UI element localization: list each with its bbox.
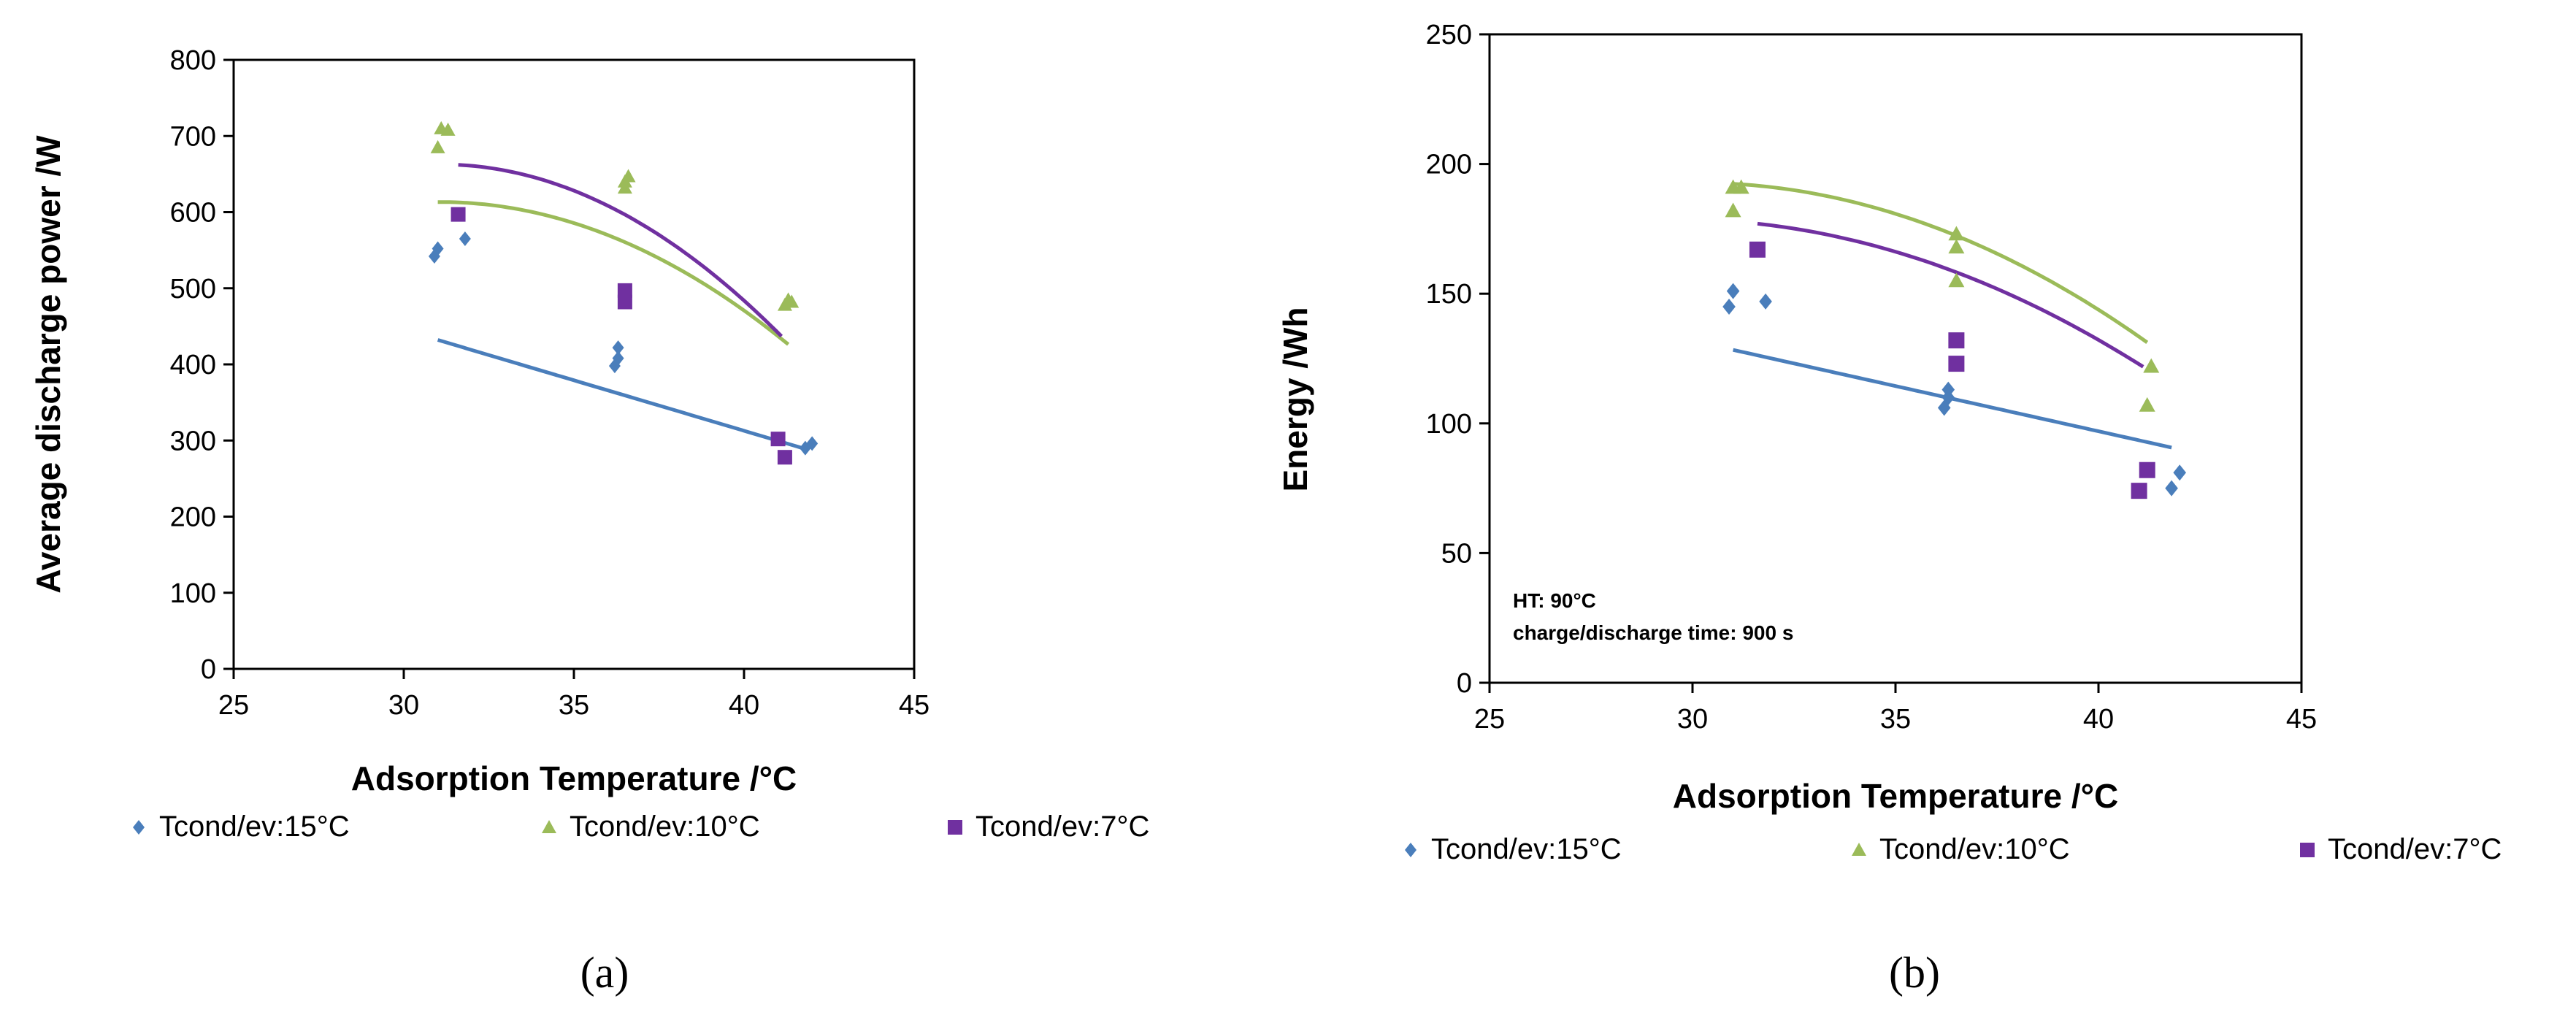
y-tick-label: 500	[170, 274, 216, 304]
plot-area	[232, 58, 916, 670]
chart-panel-b: 0 50 100 150 200 250 25 30 35 40 45 HT: 90°C charg…	[1276, 20, 2502, 997]
point-tcond-ev-15-c	[806, 436, 819, 451]
x-tick-label: 35	[1880, 704, 1911, 735]
y-tick-label: 0	[1457, 668, 1472, 699]
x-axis-ticks: 25 30 35 40 45	[218, 669, 929, 721]
point-tcond-ev-15-c	[2173, 464, 2186, 481]
trendline-tcond-ev-10-c	[1733, 182, 2149, 344]
point-tcond-ev-15-c	[1759, 293, 1772, 310]
legend-label: Tcond/ev:7°C	[975, 811, 1149, 843]
y-tick-label: 50	[1441, 538, 1472, 569]
trendline-tcond-ev-10-c	[437, 200, 790, 346]
point-tcond-ev-10-c	[1725, 202, 1741, 218]
data-points	[1722, 179, 2186, 499]
legend-marker	[133, 820, 145, 835]
annotation-line: charge/discharge time: 900 s	[1513, 621, 1793, 644]
y-axis-ticks: 0 100 200 300 400 500 600 700 800	[170, 45, 234, 685]
point-tcond-ev-7-c	[2139, 461, 2155, 478]
x-tick-label: 35	[559, 690, 589, 721]
point-tcond-ev-7-c	[1749, 241, 1766, 258]
trendline-tcond-ev-7-c	[458, 163, 783, 338]
y-axis-title: Energy /Wh	[1276, 307, 1314, 491]
point-tcond-ev-15-c	[1726, 283, 1740, 299]
legend-label: Tcond/ev:15°C	[159, 811, 350, 843]
point-tcond-ev-7-c	[451, 207, 466, 222]
legend-marker	[948, 820, 962, 835]
x-tick-label: 45	[899, 690, 929, 721]
y-tick-label: 400	[170, 350, 216, 380]
plot-area	[1488, 33, 2303, 684]
y-axis-title: Average discharge power /W	[29, 135, 67, 594]
panel-caption: (a)	[580, 949, 629, 997]
point-tcond-ev-10-c	[1948, 239, 1965, 254]
x-axis-ticks: 25 30 35 40 45	[1474, 683, 2317, 735]
legend: Tcond/ev:15°C Tcond/ev:10°C Tcond/ev:7°C	[133, 811, 1149, 843]
legend-label: Tcond/ev:10°C	[570, 811, 760, 843]
point-tcond-ev-7-c	[617, 294, 632, 310]
point-tcond-ev-15-c	[612, 340, 624, 356]
point-tcond-ev-7-c	[2131, 483, 2147, 499]
point-tcond-ev-10-c	[430, 139, 445, 153]
x-tick-label: 25	[1474, 704, 1505, 735]
point-tcond-ev-15-c	[459, 231, 471, 246]
point-tcond-ev-10-c	[2139, 397, 2155, 412]
x-tick-label: 45	[2286, 704, 2317, 735]
point-tcond-ev-15-c	[612, 351, 624, 366]
annotation-line: HT: 90°C	[1513, 589, 1596, 612]
legend-label: Tcond/ev:7°C	[2328, 833, 2502, 865]
legend-marker	[1852, 843, 1866, 856]
y-tick-label: 100	[1426, 409, 1472, 440]
panel-caption: (b)	[1889, 949, 1940, 997]
y-axis-ticks: 0 50 100 150 200 250	[1426, 20, 1490, 699]
legend-marker	[542, 820, 556, 833]
point-tcond-ev-10-c	[784, 294, 800, 308]
trendline-tcond-ev-7-c	[1757, 221, 2144, 369]
y-tick-label: 100	[170, 578, 216, 609]
y-tick-label: 300	[170, 426, 216, 456]
x-tick-label: 40	[2083, 704, 2114, 735]
legend-marker	[2300, 843, 2315, 857]
y-tick-label: 800	[170, 45, 216, 76]
point-tcond-ev-7-c	[777, 450, 792, 465]
point-tcond-ev-15-c	[432, 241, 444, 256]
x-tick-label: 30	[1677, 704, 1708, 735]
point-tcond-ev-10-c	[1948, 226, 1965, 241]
point-tcond-ev-10-c	[440, 122, 456, 136]
y-tick-label: 250	[1426, 20, 1472, 50]
y-tick-label: 0	[201, 654, 216, 685]
point-tcond-ev-7-c	[1948, 356, 1965, 372]
y-tick-label: 700	[170, 121, 216, 152]
point-tcond-ev-7-c	[1948, 332, 1965, 349]
legend-marker	[1405, 843, 1417, 857]
x-tick-label: 25	[218, 690, 249, 721]
y-tick-label: 200	[1426, 150, 1472, 180]
x-axis-title: Adsorption Temperature /°C	[351, 759, 797, 797]
point-tcond-ev-10-c	[1948, 272, 1965, 288]
point-tcond-ev-7-c	[770, 432, 786, 447]
point-tcond-ev-15-c	[1937, 399, 1951, 416]
chart-panel-a: 0 100 200 300 400 500 600 700 800 25 30 35 40 45 Ave…	[29, 45, 1149, 997]
x-tick-label: 40	[729, 690, 759, 721]
trendlines	[437, 163, 810, 452]
x-axis-title: Adsorption Temperature /°C	[1673, 777, 2119, 815]
point-tcond-ev-10-c	[1733, 179, 1749, 194]
point-tcond-ev-15-c	[1941, 381, 1955, 398]
y-tick-label: 150	[1426, 279, 1472, 310]
legend: Tcond/ev:15°C Tcond/ev:10°C Tcond/ev:7°C	[1405, 833, 2502, 865]
x-tick-label: 30	[388, 690, 419, 721]
point-tcond-ev-10-c	[621, 169, 636, 183]
data-points	[428, 120, 819, 465]
point-tcond-ev-7-c	[617, 283, 632, 298]
point-tcond-ev-15-c	[2165, 480, 2178, 497]
legend-label: Tcond/ev:10°C	[1879, 833, 2070, 865]
point-tcond-ev-10-c	[2143, 358, 2160, 373]
point-tcond-ev-15-c	[1722, 298, 1736, 315]
y-tick-label: 200	[170, 502, 216, 533]
legend-label: Tcond/ev:15°C	[1431, 833, 1622, 865]
annotation: HT: 90°C charge/discharge time: 900 s	[1513, 589, 1793, 644]
y-tick-label: 600	[170, 198, 216, 229]
trendline-tcond-ev-15-c	[437, 338, 810, 452]
